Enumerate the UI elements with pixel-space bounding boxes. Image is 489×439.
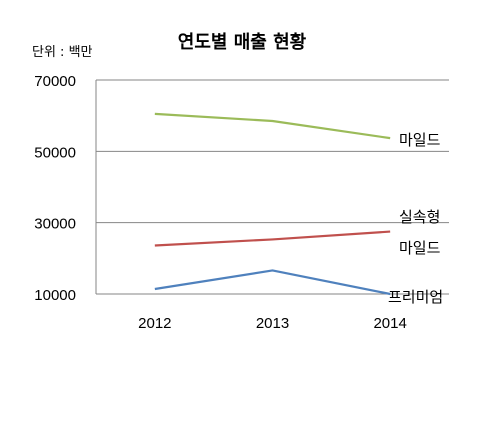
series-label: 실속형 [399, 208, 440, 226]
y-tick-label: 30000 [34, 216, 76, 233]
series-label: 마일드 [399, 131, 441, 149]
x-tick-label: 2013 [256, 315, 289, 332]
y-axis-ticks: 10000 30000 50000 70000 [34, 73, 76, 304]
y-tick-label: 50000 [34, 144, 76, 161]
x-axis-ticks: 2012 2013 2014 [138, 315, 407, 332]
gridlines [95, 79, 449, 295]
series-label: 마일드 [399, 239, 441, 257]
series-line [154, 112, 391, 140]
y-tick-label: 10000 [34, 287, 76, 304]
unit-label: 단위 : 백만 [32, 45, 93, 60]
x-tick-label: 2014 [373, 315, 406, 332]
series-label: 프리미엄 [388, 288, 443, 306]
x-tick-label: 2012 [138, 315, 171, 332]
y-tick-label: 70000 [34, 73, 76, 90]
series-line [154, 269, 391, 296]
series-lines [154, 112, 391, 296]
series-line [154, 230, 391, 247]
chart-title: 연도별 매출 현황 [178, 32, 307, 53]
